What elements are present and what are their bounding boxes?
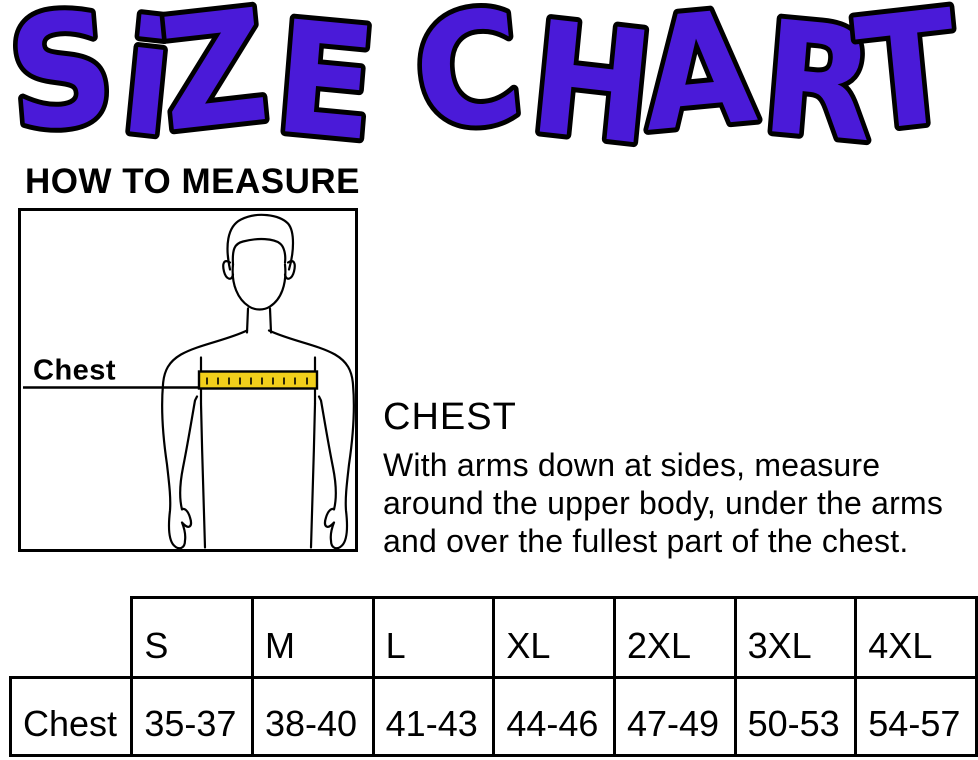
chest-values-row: Chest 35-37 38-40 41-43 44-46 47-49 50-5… bbox=[8, 676, 978, 757]
torso-side-lines bbox=[199, 402, 317, 549]
blank-corner-cell bbox=[11, 598, 132, 678]
body-outline-figure: Chest bbox=[23, 213, 355, 549]
size-column-header-l: L bbox=[371, 596, 496, 679]
row-label-chest: Chest bbox=[8, 676, 134, 757]
chest-range-cell-m: 38-40 bbox=[251, 676, 375, 757]
size-column-header-s: S bbox=[130, 596, 254, 679]
left-arm-outline bbox=[161, 329, 249, 549]
chest-range-cell-s: 35-37 bbox=[130, 676, 254, 757]
size-column-header-2xl: 2XL bbox=[612, 596, 737, 679]
hair-outline bbox=[226, 213, 295, 271]
chest-label: Chest bbox=[33, 355, 116, 387]
chest-heading: CHEST bbox=[383, 396, 517, 438]
chest-range-cell-4xl: 54-57 bbox=[854, 676, 978, 757]
measurement-diagram: Chest bbox=[18, 208, 358, 552]
chest-range-cell-2xl: 47-49 bbox=[612, 676, 737, 757]
tape-ticks bbox=[206, 377, 308, 385]
size-column-header-3xl: 3XL bbox=[733, 596, 858, 679]
left-ear bbox=[222, 260, 235, 280]
instruction-line: With arms down at sides, measure bbox=[383, 447, 881, 483]
chest-range-cell-3xl: 50-53 bbox=[733, 676, 858, 757]
chest-range-cell-xl: 44-46 bbox=[492, 676, 616, 757]
size-column-header-xl: XL bbox=[492, 596, 616, 679]
chest-range-cell-l: 41-43 bbox=[371, 676, 496, 757]
chest-instructions: With arms down at sides, measure around … bbox=[383, 446, 943, 560]
size-table: S M L XL 2XL 3XL 4XL Chest 35-37 38-40 4… bbox=[8, 596, 978, 757]
body-outline bbox=[161, 213, 355, 549]
title-banner: SiZE CHART bbox=[0, 0, 970, 184]
size-column-header-m: M bbox=[251, 596, 375, 679]
right-arm-outline bbox=[267, 329, 355, 549]
neck-lines bbox=[245, 307, 273, 334]
measuring-tape bbox=[197, 370, 319, 390]
size-header-row: S M L XL 2XL 3XL 4XL bbox=[11, 596, 978, 679]
right-ear bbox=[283, 260, 296, 280]
hair-fringe bbox=[231, 237, 287, 266]
page-title: SiZE CHART bbox=[1, 0, 965, 179]
how-to-measure-heading: HOW TO MEASURE bbox=[25, 162, 360, 201]
instruction-line: and over the fullest part of the chest. bbox=[383, 523, 909, 559]
size-column-header-4xl: 4XL bbox=[854, 596, 978, 679]
face-outline bbox=[231, 263, 287, 311]
instruction-line: around the upper body, under the arms bbox=[383, 485, 944, 521]
